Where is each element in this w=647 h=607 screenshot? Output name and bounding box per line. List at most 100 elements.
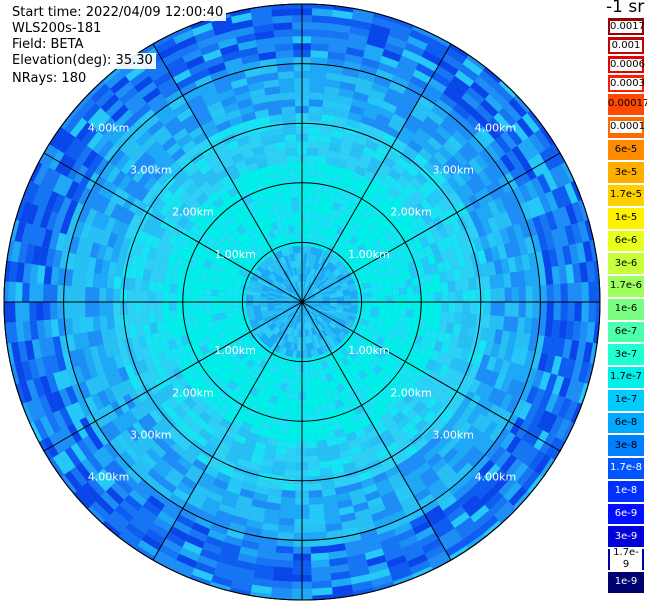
beta-cell xyxy=(385,289,393,297)
beta-cell xyxy=(268,431,279,440)
beta-cell xyxy=(195,227,206,239)
beta-cell xyxy=(41,228,53,249)
beta-cell xyxy=(432,419,447,434)
beta-cell xyxy=(517,141,534,161)
beta-cell xyxy=(110,75,130,94)
beta-cell xyxy=(326,342,334,351)
beta-cell xyxy=(46,413,61,434)
beta-cell xyxy=(525,367,538,386)
beta-cell xyxy=(488,424,504,442)
beta-cell xyxy=(280,315,287,322)
beta-cell xyxy=(307,246,312,254)
beta-cell xyxy=(277,71,295,80)
beta-cell xyxy=(286,286,293,293)
beta-cell xyxy=(422,142,438,157)
beta-cell xyxy=(15,302,23,322)
beta-cell xyxy=(89,242,101,259)
beta-cell xyxy=(215,168,229,181)
beta-cell xyxy=(127,289,135,302)
beta-cell xyxy=(544,230,556,250)
beta-cell xyxy=(191,568,214,582)
beta-cell xyxy=(519,202,533,221)
beta-cell xyxy=(514,332,524,349)
beta-cell xyxy=(86,131,104,150)
beta-cell xyxy=(71,401,86,421)
beta-cell xyxy=(312,311,319,317)
beta-cell xyxy=(265,371,274,380)
beta-cell xyxy=(334,314,342,320)
beta-cell xyxy=(347,342,356,351)
beta-cell xyxy=(323,93,339,103)
colorbar-tick-label: 1e-7 xyxy=(614,394,638,406)
beta-cell xyxy=(459,242,471,256)
beta-cell xyxy=(236,224,246,235)
beta-cell xyxy=(519,220,531,239)
beta-cell xyxy=(201,232,212,243)
beta-cell xyxy=(438,59,459,76)
beta-cell xyxy=(106,302,114,316)
beta-cell xyxy=(532,369,545,389)
beta-cell xyxy=(103,200,117,217)
beta-cell xyxy=(319,285,326,291)
beta-cell xyxy=(327,272,335,280)
beta-cell xyxy=(410,481,428,496)
beta-cell xyxy=(281,264,287,272)
range-label: 4.00km xyxy=(475,121,517,134)
beta-cell xyxy=(275,290,283,295)
beta-cell xyxy=(375,69,394,82)
beta-cell xyxy=(332,591,354,599)
beta-cell xyxy=(431,458,448,473)
beta-cell xyxy=(307,305,314,311)
beta-cell xyxy=(162,282,171,293)
beta-cell xyxy=(569,340,580,361)
beta-cell xyxy=(539,457,555,478)
beta-cell xyxy=(207,357,218,368)
beta-cell xyxy=(570,180,582,202)
beta-cell xyxy=(378,107,395,120)
beta-cell xyxy=(263,515,280,525)
beta-cell xyxy=(252,145,265,156)
beta-cell xyxy=(524,180,539,200)
beta-cell xyxy=(295,315,299,323)
beta-cell xyxy=(190,286,198,295)
beta-cell xyxy=(363,265,373,274)
beta-cell xyxy=(473,237,484,252)
beta-cell xyxy=(474,510,494,529)
beta-cell xyxy=(92,450,109,469)
beta-cell xyxy=(117,366,130,382)
beta-cell xyxy=(310,538,328,547)
beta-cell xyxy=(280,99,296,108)
beta-cell xyxy=(115,153,131,171)
range-label: 2.00km xyxy=(390,206,432,219)
beta-cell xyxy=(308,295,315,300)
beta-cell xyxy=(52,129,70,150)
beta-cell xyxy=(552,208,565,229)
beta-cell xyxy=(266,277,274,284)
beta-cell xyxy=(208,156,222,169)
beta-cell xyxy=(334,336,343,344)
beta-cell xyxy=(380,100,398,114)
beta-cell xyxy=(254,313,263,319)
beta-cell xyxy=(325,358,333,367)
beta-cell xyxy=(264,338,272,347)
beta-cell xyxy=(340,365,349,375)
beta-cell xyxy=(335,368,344,378)
beta-cell xyxy=(311,566,331,575)
beta-cell xyxy=(553,302,561,321)
beta-cell xyxy=(71,202,85,221)
beta-cell xyxy=(303,308,307,316)
beta-cell xyxy=(564,400,579,422)
beta-cell xyxy=(152,463,169,479)
beta-cell xyxy=(284,309,291,315)
colorbar-swatch: 3e-7 xyxy=(607,343,645,366)
beta-cell xyxy=(400,126,416,140)
beta-cell xyxy=(304,211,312,219)
beta-field-cells xyxy=(4,4,600,600)
beta-cell xyxy=(168,493,187,509)
beta-cell xyxy=(296,253,301,261)
beta-cell xyxy=(505,435,522,455)
beta-cell xyxy=(155,291,163,302)
beta-cell xyxy=(431,131,448,146)
beta-cell xyxy=(484,441,501,460)
beta-cell xyxy=(257,188,268,199)
